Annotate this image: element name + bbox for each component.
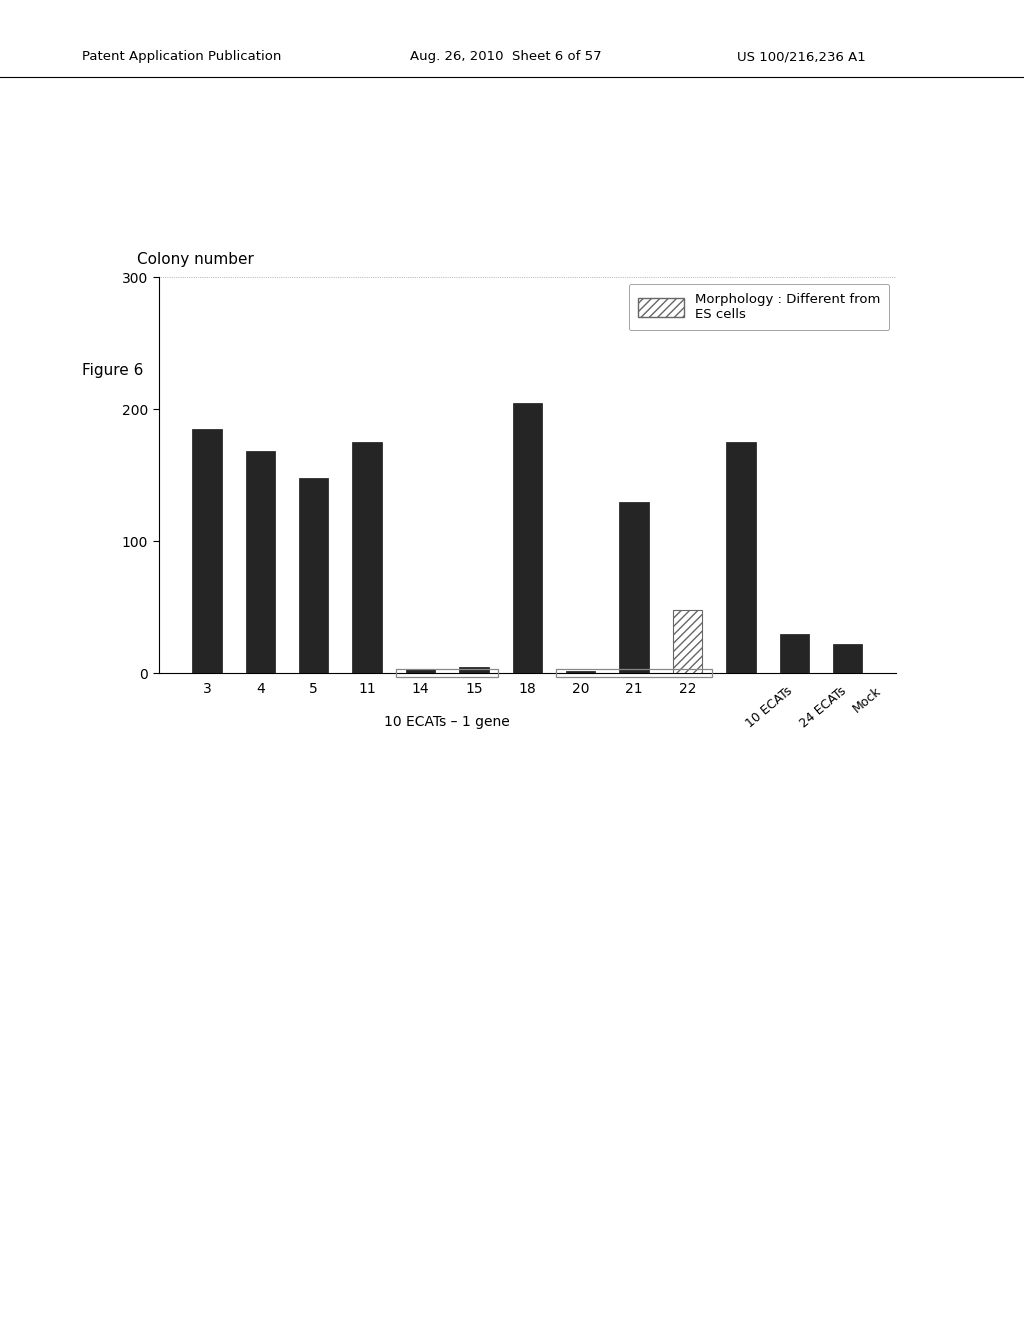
- Text: 10 ECATs – 1 gene: 10 ECATs – 1 gene: [384, 715, 510, 729]
- Text: 21: 21: [626, 681, 643, 696]
- Text: US 100/216,236 A1: US 100/216,236 A1: [737, 50, 866, 63]
- Text: 24 ECATs: 24 ECATs: [797, 684, 849, 730]
- Bar: [834, 644, 862, 673]
- Bar: [779, 634, 809, 673]
- Text: 14: 14: [412, 681, 429, 696]
- Bar: [726, 442, 756, 673]
- Text: 10 ECATs: 10 ECATs: [743, 684, 795, 730]
- Bar: [460, 667, 488, 673]
- Text: 22: 22: [679, 681, 696, 696]
- Text: 5: 5: [309, 681, 318, 696]
- Bar: [620, 502, 649, 673]
- Text: Patent Application Publication: Patent Application Publication: [82, 50, 282, 63]
- Bar: [299, 478, 329, 673]
- Text: Colony number: Colony number: [137, 252, 254, 267]
- Bar: [673, 610, 702, 673]
- Legend: Morphology : Different from
ES cells: Morphology : Different from ES cells: [629, 284, 890, 330]
- Bar: [352, 442, 382, 673]
- Text: Figure 6: Figure 6: [82, 363, 143, 378]
- Text: 3: 3: [203, 681, 211, 696]
- Bar: [246, 451, 275, 673]
- Bar: [193, 429, 221, 673]
- Text: 20: 20: [572, 681, 590, 696]
- Bar: [406, 669, 435, 673]
- Text: 18: 18: [518, 681, 537, 696]
- Bar: [513, 403, 542, 673]
- Text: 15: 15: [465, 681, 482, 696]
- Text: 11: 11: [358, 681, 376, 696]
- Text: 4: 4: [256, 681, 264, 696]
- Text: Aug. 26, 2010  Sheet 6 of 57: Aug. 26, 2010 Sheet 6 of 57: [410, 50, 601, 63]
- Text: Mock: Mock: [851, 684, 884, 715]
- Bar: [566, 671, 595, 673]
